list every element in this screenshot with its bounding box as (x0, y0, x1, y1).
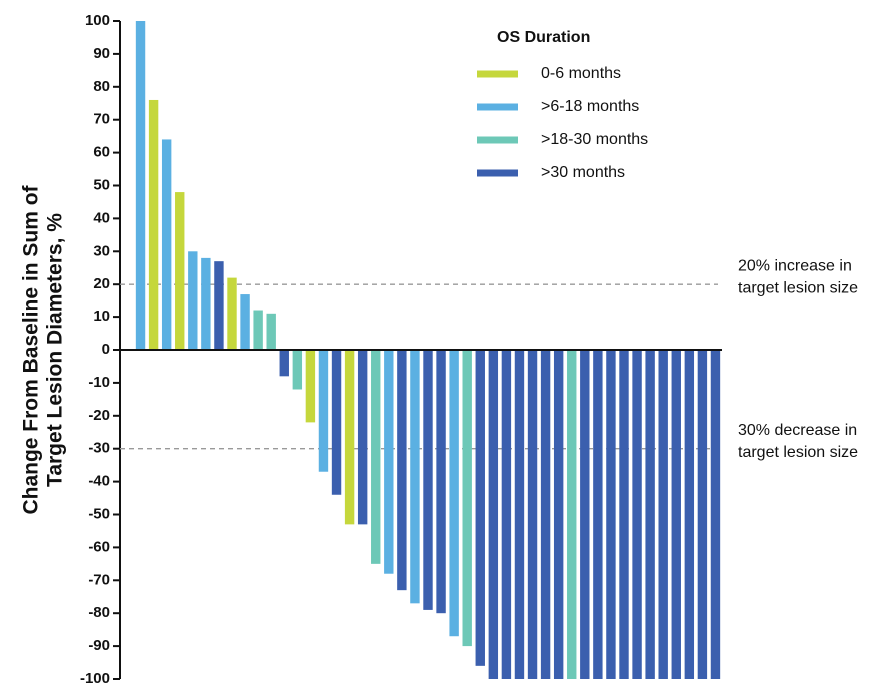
y-tick-label: -60 (88, 538, 110, 555)
y-tick-label: 50 (93, 176, 110, 193)
bar (501, 350, 512, 679)
bar (553, 350, 564, 679)
y-axis-title: Change From Baseline in Sum of (20, 184, 43, 514)
y-tick-label: 0 (102, 341, 110, 358)
y-tick-label: -70 (88, 571, 110, 588)
legend-label: 0-6 months (541, 65, 621, 82)
bar (580, 350, 590, 679)
bar (567, 350, 577, 679)
bar (344, 350, 355, 525)
bar (135, 21, 146, 350)
legend-title: OS Duration (497, 29, 590, 46)
y-tick-label: -20 (88, 407, 110, 424)
bar (436, 350, 446, 614)
y-tick-label: 40 (93, 209, 110, 226)
y-tick-label: 80 (93, 78, 110, 95)
bar (462, 350, 472, 647)
bar (253, 310, 263, 350)
bar (161, 139, 172, 350)
bar (331, 350, 342, 495)
bar (475, 350, 485, 666)
y-tick-label: 70 (93, 111, 110, 128)
legend-label: >30 months (541, 164, 625, 181)
bar (397, 350, 407, 591)
y-tick-label: 30 (93, 242, 110, 259)
bar (148, 99, 159, 351)
y-tick-label: 60 (93, 144, 110, 161)
bar (671, 350, 681, 679)
bar (449, 350, 459, 637)
bar (684, 350, 695, 679)
bar (384, 350, 394, 574)
y-tick-label: 100 (85, 12, 110, 29)
bar (645, 350, 655, 679)
bar (266, 313, 276, 350)
y-tick-label: 10 (93, 308, 110, 325)
bar (279, 350, 289, 377)
legend-label: >6-18 months (541, 98, 639, 115)
y-tick-label: -50 (88, 505, 110, 522)
bar (227, 277, 237, 350)
y-tick-label: -100 (80, 670, 110, 686)
bar (305, 350, 316, 423)
legend-label: >18-30 months (541, 131, 648, 148)
bar (201, 257, 211, 350)
bar (410, 350, 420, 604)
bar (214, 261, 224, 350)
reference-label: 20% increase in (738, 257, 852, 274)
reference-label: target lesion size (738, 279, 858, 296)
bar (619, 350, 629, 679)
bar (540, 350, 551, 679)
y-tick-label: -80 (88, 604, 110, 621)
reference-label: 30% decrease in (738, 422, 857, 439)
bar (188, 251, 198, 350)
bar (658, 350, 668, 679)
y-tick-label: -90 (88, 637, 110, 654)
bar (593, 350, 603, 679)
y-tick-label: -30 (88, 440, 110, 457)
bar (488, 350, 499, 679)
bar (606, 350, 616, 679)
bar (175, 192, 185, 350)
bar (240, 294, 250, 350)
bar (292, 350, 303, 390)
bar (423, 350, 433, 610)
bar (371, 350, 381, 564)
y-tick-label: 90 (93, 45, 110, 62)
bar (514, 350, 525, 679)
bar (357, 350, 368, 525)
bar (697, 350, 708, 679)
y-tick-label: 20 (93, 275, 110, 292)
bar (318, 350, 329, 472)
bar (527, 350, 538, 679)
y-tick-label: -10 (88, 374, 110, 391)
y-axis-title: Target Lesion Diameters, % (44, 213, 67, 487)
bar (632, 350, 642, 679)
y-tick-label: -40 (88, 473, 110, 490)
reference-label: target lesion size (738, 444, 858, 461)
bar (710, 350, 721, 679)
